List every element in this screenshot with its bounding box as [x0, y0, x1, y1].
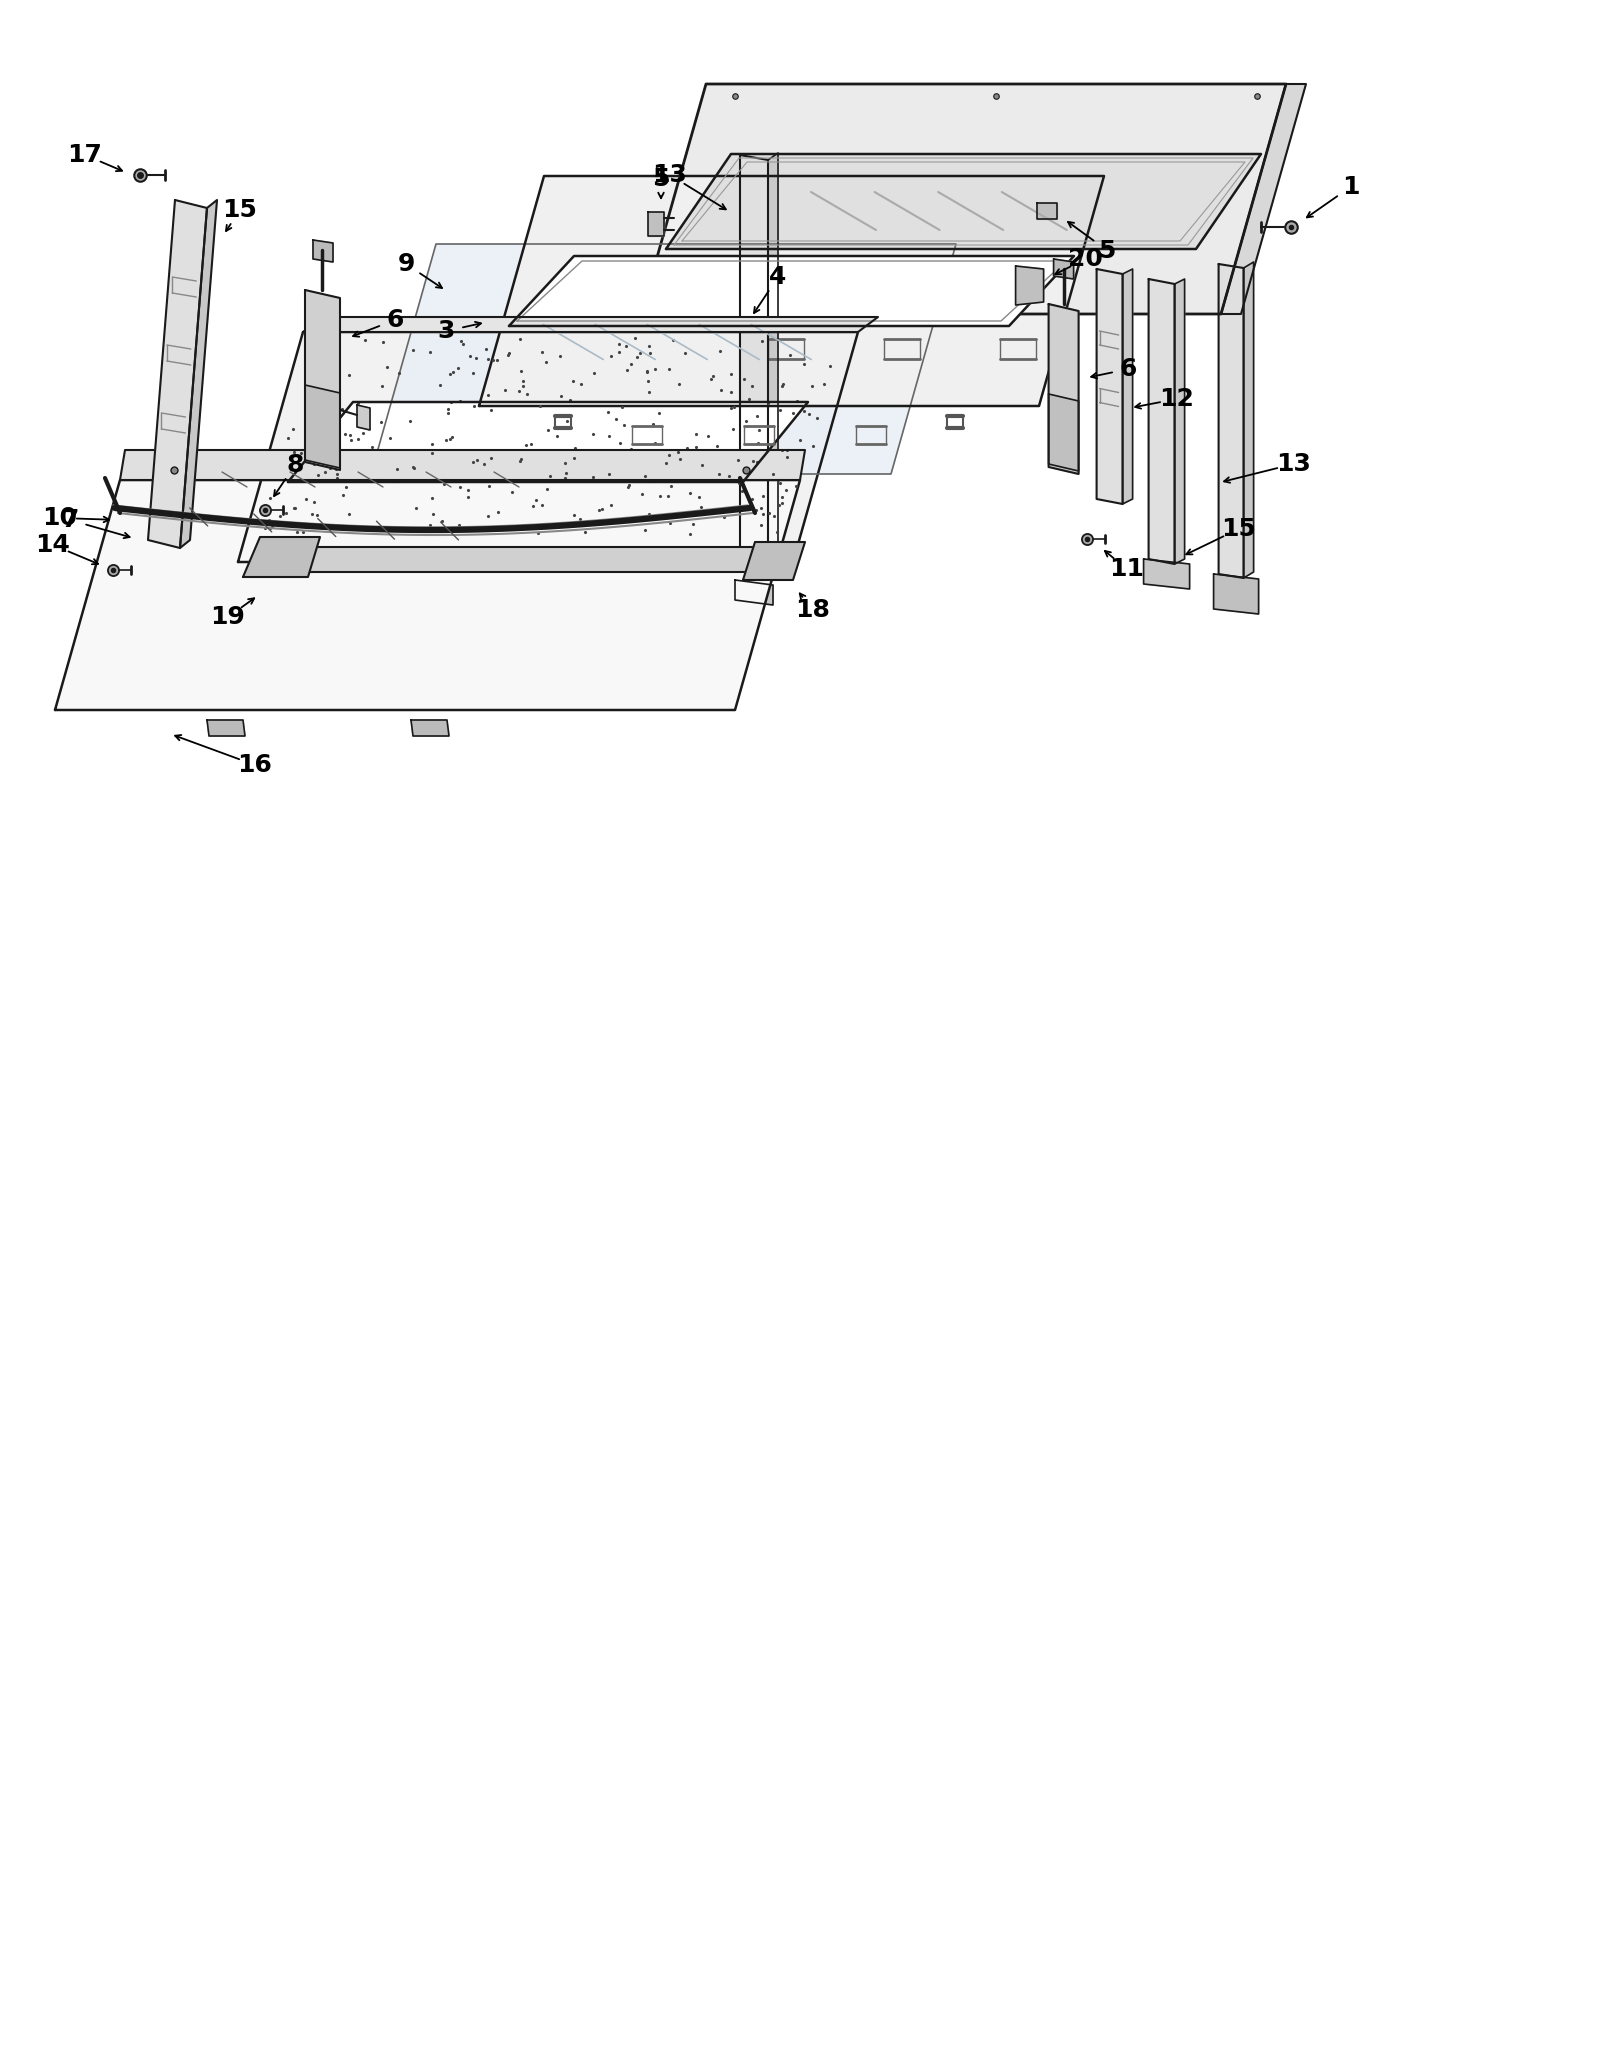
Polygon shape	[120, 449, 805, 480]
Text: 3: 3	[438, 319, 454, 344]
Polygon shape	[1243, 263, 1254, 578]
Text: 1: 1	[1342, 174, 1360, 199]
Polygon shape	[734, 580, 773, 604]
Polygon shape	[1048, 304, 1078, 474]
Polygon shape	[179, 201, 218, 549]
Polygon shape	[1221, 85, 1306, 315]
Polygon shape	[742, 542, 805, 580]
Text: 9: 9	[397, 253, 414, 275]
Text: 15: 15	[222, 199, 258, 221]
Text: 17: 17	[67, 143, 102, 168]
Text: 12: 12	[1158, 387, 1194, 412]
Text: 8: 8	[286, 453, 304, 476]
Polygon shape	[306, 385, 339, 468]
Text: 11: 11	[1109, 557, 1144, 582]
Text: 5: 5	[653, 168, 670, 190]
Text: 19: 19	[211, 604, 245, 629]
Polygon shape	[509, 257, 1074, 325]
Polygon shape	[1048, 393, 1078, 472]
Polygon shape	[371, 244, 957, 474]
Polygon shape	[306, 290, 339, 470]
Polygon shape	[1213, 573, 1259, 615]
Polygon shape	[288, 402, 808, 482]
Text: 6: 6	[386, 308, 403, 331]
Polygon shape	[248, 546, 798, 571]
Polygon shape	[302, 317, 878, 331]
Text: 13: 13	[653, 164, 688, 186]
Text: 4: 4	[770, 265, 787, 290]
Polygon shape	[1144, 559, 1189, 590]
Polygon shape	[666, 153, 1261, 248]
Text: 7: 7	[61, 507, 78, 532]
Polygon shape	[206, 720, 245, 737]
Polygon shape	[648, 211, 664, 236]
Polygon shape	[1037, 203, 1058, 219]
Polygon shape	[243, 536, 320, 578]
Polygon shape	[54, 480, 800, 710]
Text: 5: 5	[1099, 238, 1115, 263]
Polygon shape	[478, 176, 1104, 406]
Polygon shape	[147, 201, 206, 549]
Polygon shape	[238, 331, 858, 561]
Text: 10: 10	[43, 505, 77, 530]
Text: 18: 18	[795, 598, 830, 621]
Text: 13: 13	[1277, 451, 1310, 476]
Polygon shape	[739, 155, 768, 575]
Polygon shape	[1219, 265, 1243, 578]
Polygon shape	[1096, 269, 1123, 503]
Polygon shape	[314, 240, 333, 263]
Polygon shape	[768, 153, 778, 575]
Polygon shape	[1174, 279, 1184, 563]
Text: 15: 15	[1221, 518, 1256, 540]
Polygon shape	[1123, 269, 1133, 503]
Text: 16: 16	[237, 753, 272, 776]
Text: 6: 6	[1120, 356, 1138, 381]
Polygon shape	[357, 406, 370, 431]
Text: 20: 20	[1069, 246, 1102, 271]
Polygon shape	[1149, 279, 1174, 563]
Polygon shape	[642, 85, 1286, 315]
Polygon shape	[411, 720, 450, 737]
Polygon shape	[1016, 267, 1043, 304]
Text: 14: 14	[35, 532, 70, 557]
Polygon shape	[1053, 259, 1074, 279]
